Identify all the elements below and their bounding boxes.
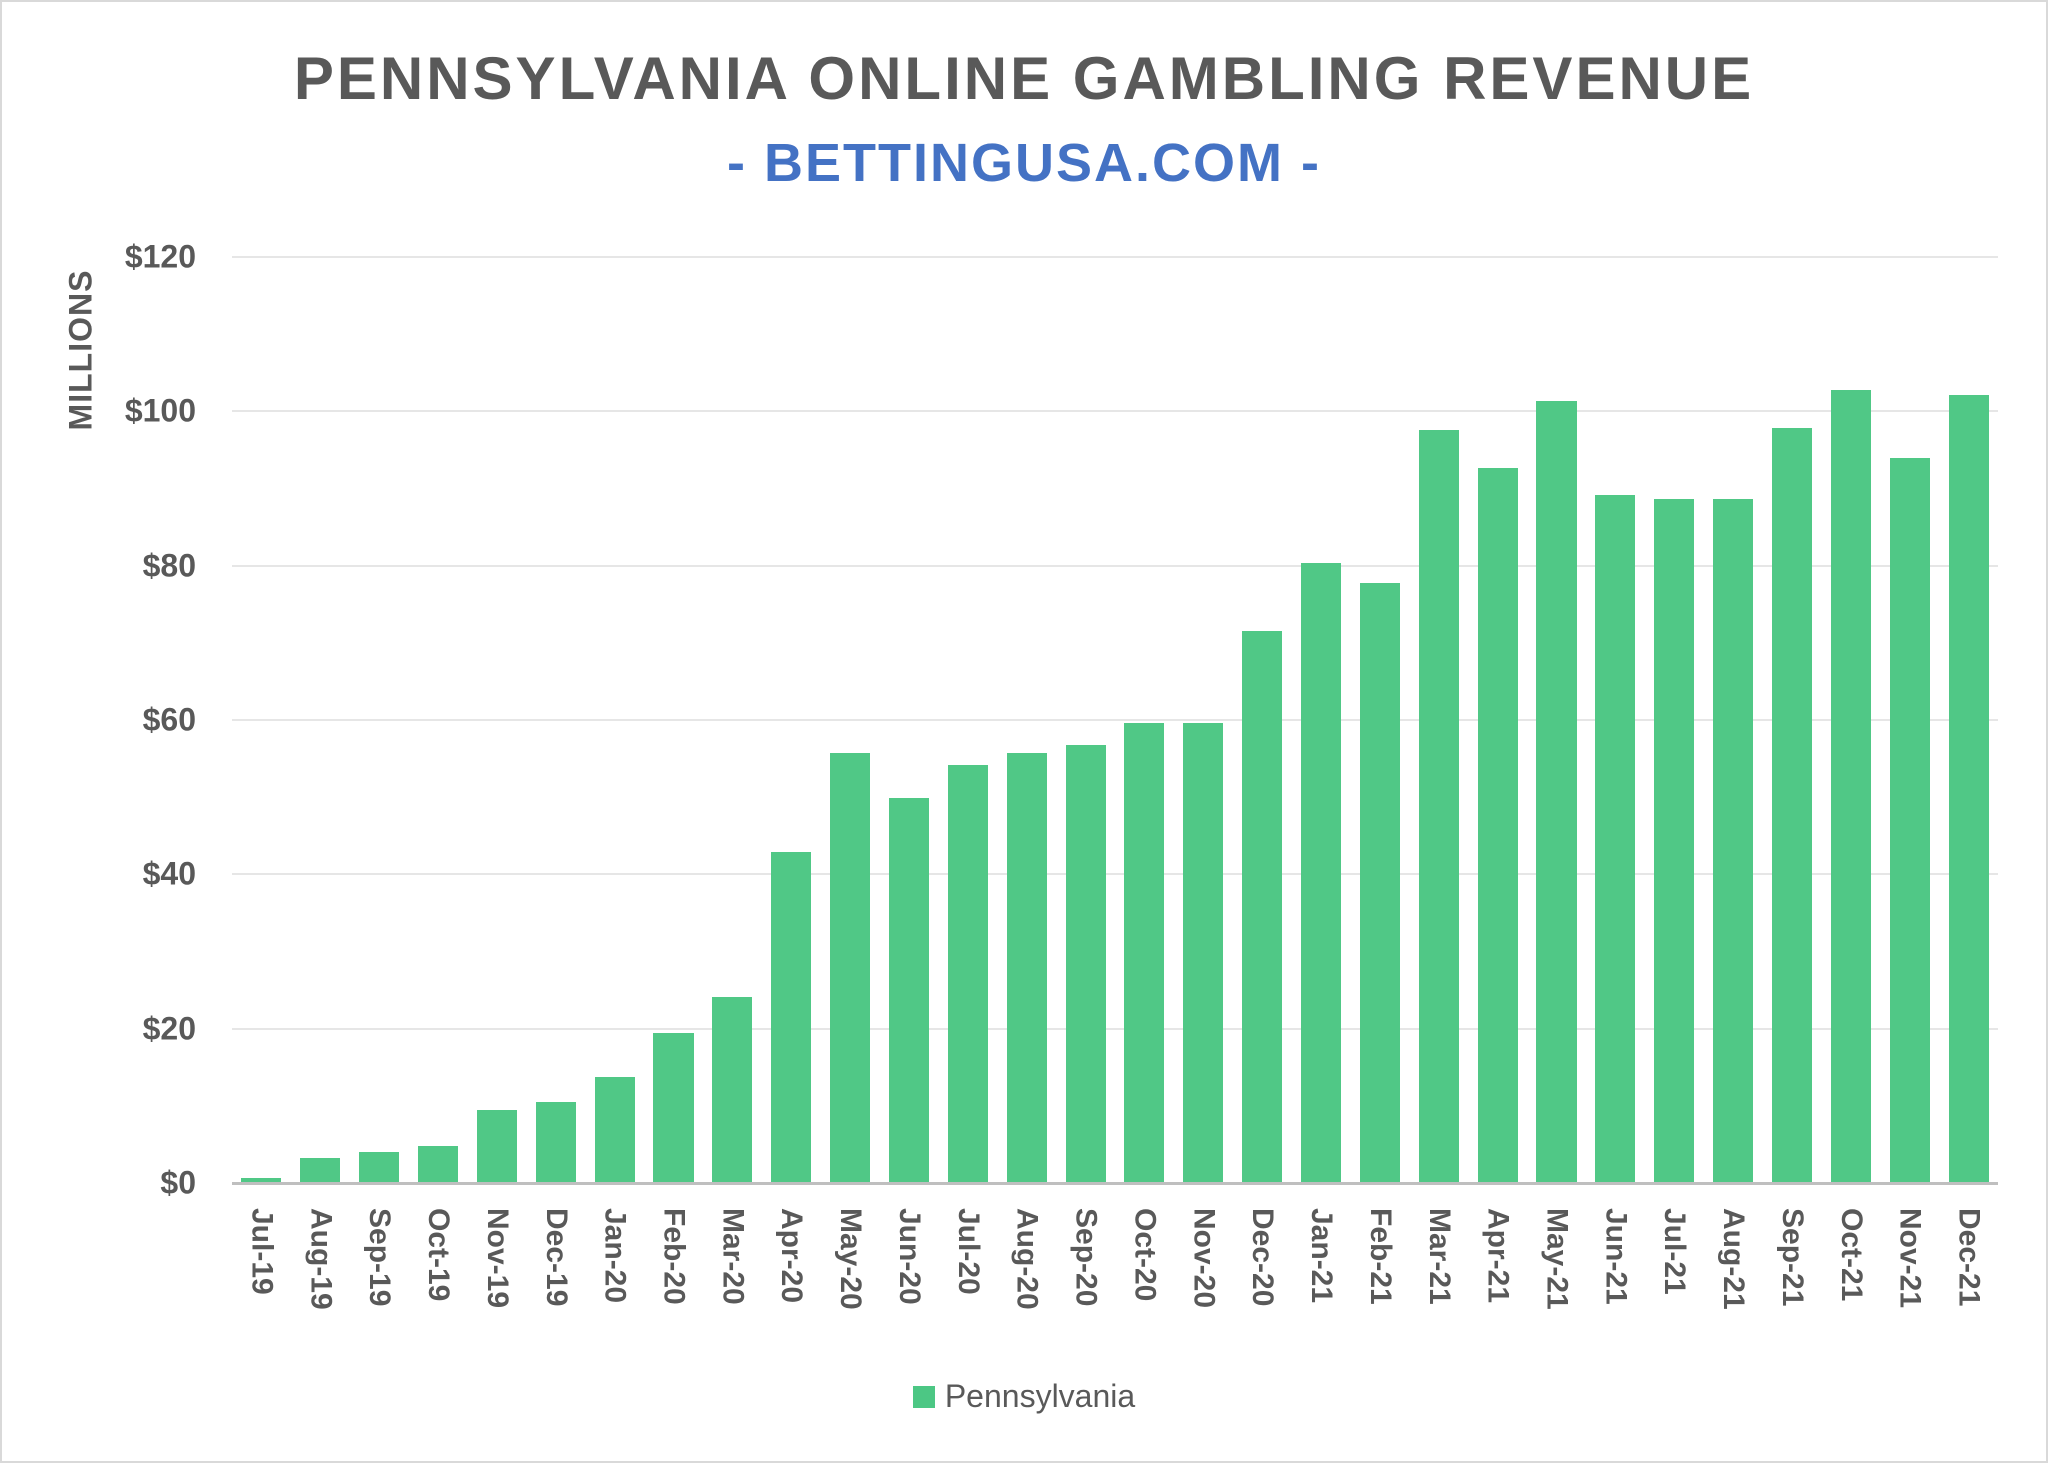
bar xyxy=(1477,468,1518,1183)
x-tick-label: Sep-21 xyxy=(1775,1208,1809,1307)
bar xyxy=(888,797,929,1183)
gridline xyxy=(232,719,1998,721)
x-tick-label: May-20 xyxy=(834,1208,868,1310)
x-tick-label: Oct-19 xyxy=(422,1208,456,1302)
bar xyxy=(653,1033,694,1183)
x-tick-label: Aug-19 xyxy=(304,1208,338,1310)
x-tick-label: Sep-19 xyxy=(363,1208,397,1307)
x-tick-label: Dec-21 xyxy=(1952,1208,1986,1307)
x-tick-label: Jul-20 xyxy=(951,1208,985,1295)
gridline xyxy=(232,410,1998,413)
x-tick-label: Nov-19 xyxy=(480,1208,514,1309)
bar xyxy=(771,851,812,1183)
x-tick-label: Jul-21 xyxy=(1658,1208,1692,1295)
y-tick-label: $0 xyxy=(160,1164,196,1201)
gridline xyxy=(232,1027,1998,1030)
x-tick-label: Aug-21 xyxy=(1717,1208,1751,1310)
plot-area xyxy=(232,256,1998,1185)
x-tick-label: Oct-21 xyxy=(1834,1208,1868,1302)
x-tick-label: Aug-20 xyxy=(1010,1208,1044,1310)
bar xyxy=(1301,562,1342,1183)
x-tick-label: Jul-19 xyxy=(245,1208,279,1295)
x-tick-label: Feb-20 xyxy=(657,1208,691,1305)
x-tick-label: Sep-20 xyxy=(1069,1208,1103,1307)
bar xyxy=(1654,499,1695,1183)
x-tick-label: Jan-21 xyxy=(1305,1208,1339,1304)
x-tick-label: Dec-20 xyxy=(1246,1208,1280,1307)
bar xyxy=(1124,723,1165,1183)
bar xyxy=(1065,744,1106,1183)
chart-title: PENNSYLVANIA ONLINE GAMBLING REVENUE xyxy=(293,45,1755,112)
gridline xyxy=(232,564,1998,567)
x-tick-label: Jan-20 xyxy=(598,1208,632,1304)
x-tick-label: Feb-21 xyxy=(1363,1208,1397,1305)
x-tick-label: Nov-21 xyxy=(1893,1208,1927,1309)
y-tick-label: $100 xyxy=(124,392,196,429)
legend-label: Pennsylvania xyxy=(944,1378,1136,1414)
bar xyxy=(535,1101,576,1183)
bar xyxy=(1889,458,1930,1183)
bar xyxy=(1183,723,1224,1183)
bar xyxy=(476,1109,517,1183)
bar xyxy=(1771,428,1812,1183)
x-tick-label: Nov-20 xyxy=(1187,1208,1221,1309)
legend: Pennsylvania xyxy=(0,1378,2048,1415)
bar xyxy=(1595,495,1636,1183)
gridline xyxy=(232,256,1998,258)
gridline xyxy=(232,873,1998,876)
x-tick-label: Mar-21 xyxy=(1422,1208,1456,1305)
x-tick-label: Oct-20 xyxy=(1128,1208,1162,1302)
legend-swatch-icon xyxy=(912,1385,935,1408)
y-tick-label: $60 xyxy=(142,701,196,738)
chart-subtitle: - BETTINGUSA.COM - xyxy=(727,133,1321,193)
x-tick-label: Apr-20 xyxy=(775,1208,809,1304)
bar xyxy=(1242,631,1283,1183)
bar xyxy=(1713,499,1754,1183)
bar xyxy=(1418,429,1459,1183)
y-tick-label: $40 xyxy=(142,855,196,892)
x-tick-label: Dec-19 xyxy=(539,1208,573,1307)
bar xyxy=(300,1158,341,1183)
bar xyxy=(830,753,871,1183)
bar xyxy=(359,1152,400,1183)
x-tick-label: Mar-20 xyxy=(716,1208,750,1305)
bar xyxy=(947,764,988,1183)
y-tick-label: $20 xyxy=(142,1010,196,1047)
bar xyxy=(1359,582,1400,1183)
bar xyxy=(1006,753,1047,1183)
bar xyxy=(418,1145,459,1183)
y-tick-label: $120 xyxy=(124,238,196,275)
bar xyxy=(712,997,753,1183)
y-tick-label: $80 xyxy=(142,547,196,584)
bar xyxy=(1536,401,1577,1183)
x-tick-label: Apr-21 xyxy=(1481,1208,1515,1304)
bar xyxy=(594,1076,635,1183)
x-axis-line xyxy=(232,1182,1998,1185)
bar xyxy=(1948,395,1989,1183)
x-tick-label: May-21 xyxy=(1540,1208,1574,1310)
x-tick-label: Jun-21 xyxy=(1599,1208,1633,1305)
bar xyxy=(1830,389,1871,1183)
x-tick-label: Jun-20 xyxy=(892,1208,926,1305)
bar xyxy=(241,1177,282,1183)
